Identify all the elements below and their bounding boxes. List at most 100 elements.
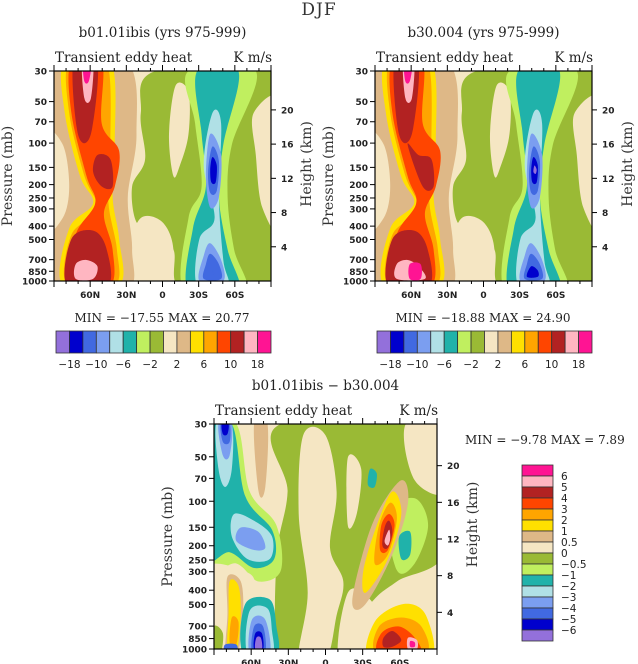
y-tick-label: 1000 (343, 278, 368, 288)
colorbar-swatch (149, 330, 164, 354)
y-tick-label: 400 (28, 223, 47, 233)
left-string: Transient eddy heat (215, 403, 353, 419)
y-tick-label: 300 (28, 205, 47, 215)
y-tick-label: 100 (188, 498, 207, 508)
x-tick-label: 30N (437, 291, 457, 301)
chart-panel-panel-a: b01.01ibis (yrs 975-999) Transient eddy h… (0, 25, 315, 371)
y-tick-label: 200 (349, 181, 368, 191)
contour-region (367, 468, 377, 488)
panel-title: b01.01ibis − b30.004 (252, 378, 399, 394)
colorbar-swatch (122, 330, 138, 354)
contour-region (213, 169, 215, 174)
y-tick-label: 200 (188, 542, 207, 552)
colorbar-swatch (443, 330, 459, 354)
y-tick-label: 300 (349, 205, 368, 215)
x-tick-label: 60S (546, 291, 565, 301)
colorbar-swatch (55, 330, 70, 354)
colorbar-swatch (524, 330, 539, 354)
colorbar-swatch (136, 330, 151, 354)
colorbar-swatch (521, 618, 554, 631)
x-tick-label: 60S (390, 659, 409, 664)
right-string: K m/s (554, 50, 593, 66)
y-right-axis-label: Height (km) (620, 121, 636, 207)
figure-title: DJF (301, 0, 337, 20)
y-tick-label: 50 (194, 453, 207, 463)
colorbar-label: −18 (379, 359, 401, 371)
contour-region (221, 424, 229, 436)
contour-region (382, 630, 402, 648)
contour-region (235, 527, 266, 551)
contour-region (384, 529, 391, 546)
contour-region (202, 253, 223, 281)
x-tick-label: 60S (225, 291, 244, 301)
y-right-tick-label: 12 (281, 175, 294, 185)
y-right-tick-label: 20 (281, 106, 294, 116)
contour-region (223, 643, 238, 649)
y-tick-label: 850 (188, 635, 207, 645)
colorbar-swatch (189, 330, 205, 354)
colorbar-label: −1 (561, 570, 576, 582)
y-tick-label: 850 (28, 268, 47, 278)
colorbar-swatch (163, 330, 178, 354)
contour-region (73, 259, 98, 281)
y-tick-label: 30 (355, 68, 368, 78)
colorbar: −18 −10 −6 −2 2 6 10 18 (55, 330, 272, 371)
contour-region (572, 95, 592, 227)
colorbar-swatch (521, 464, 554, 477)
colorbar-swatch (470, 330, 485, 354)
x-tick-label: 30N (278, 659, 298, 664)
colorbar-swatch (521, 585, 554, 598)
colorbar-swatch (82, 330, 97, 354)
y-right-tick-label: 20 (602, 106, 615, 116)
colorbar-swatch (521, 486, 554, 499)
right-string: K m/s (233, 50, 272, 66)
colorbar-swatch (484, 330, 499, 354)
colorbar-label: −2 (463, 359, 478, 371)
colorbar-label: 6 (561, 471, 568, 483)
colorbar-label: 4 (561, 493, 568, 505)
y-tick-label: 1000 (182, 646, 207, 656)
y-tick-label: 200 (28, 181, 47, 191)
y-right-tick-label: 4 (281, 243, 287, 253)
x-tick-label: 60N (401, 291, 421, 301)
colorbar-swatch (578, 330, 593, 354)
y-tick-label: 30 (34, 68, 47, 78)
contour-region (253, 424, 269, 498)
colorbar-label: −6 (115, 359, 131, 371)
colorbar-label: 2 (495, 359, 502, 371)
y-right-tick-label: 20 (447, 462, 460, 472)
y-tick-label: 150 (188, 524, 207, 534)
x-tick-label: 0 (322, 659, 328, 664)
min-max-label: MIN = −18.88 MAX = 24.90 (396, 311, 571, 325)
colorbar-label: −6 (436, 359, 452, 371)
x-tick-label: 60N (241, 659, 261, 664)
colorbar-swatch (551, 330, 566, 354)
colorbar-swatch (109, 330, 124, 354)
colorbar-swatch (521, 563, 554, 576)
y-tick-label: 250 (349, 194, 368, 204)
y-tick-label: 70 (194, 475, 207, 485)
colorbar-swatch (403, 330, 418, 354)
y-axis-label: Pressure (mb) (0, 126, 16, 226)
y-tick-label: 150 (349, 164, 368, 174)
colorbar-swatch (521, 541, 554, 554)
colorbar-label: 0.5 (561, 537, 578, 549)
left-string: Transient eddy heat (55, 50, 193, 66)
y-tick-label: 50 (355, 98, 368, 108)
colorbar-swatch (69, 330, 84, 354)
chart-panel-panel-b: b30.004 (yrs 975-999) Transient eddy heat… (321, 25, 636, 371)
y-tick-label: 300 (188, 568, 207, 578)
colorbar-swatch (521, 508, 554, 521)
contour-region (398, 530, 412, 561)
y-tick-label: 70 (355, 118, 368, 128)
y-right-tick-label: 16 (602, 141, 615, 151)
panel-title: b30.004 (yrs 975-999) (407, 25, 559, 41)
colorbar-label: 2 (561, 515, 568, 527)
colorbar-swatch (416, 330, 432, 354)
y-right-tick-label: 12 (447, 536, 460, 546)
colorbar-swatch (176, 330, 191, 354)
contour-region (254, 636, 263, 649)
chart-panel-panel-diff: b01.01ibis − b30.004 Transient eddy heat K… (160, 378, 625, 664)
